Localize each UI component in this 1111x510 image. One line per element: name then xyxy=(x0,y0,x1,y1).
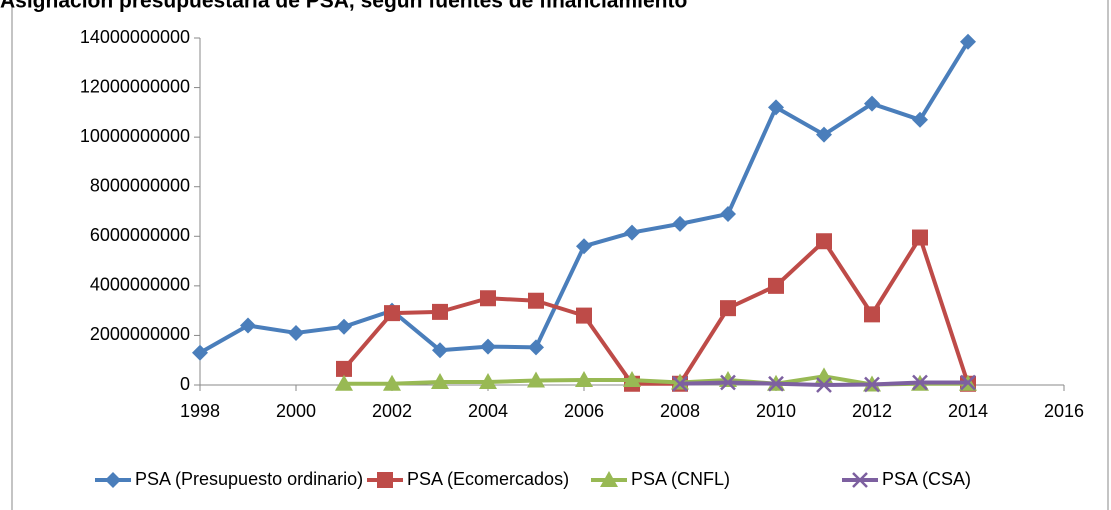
marker xyxy=(720,374,736,391)
marker xyxy=(816,233,832,250)
x-tick-label: 2012 xyxy=(852,401,892,421)
legend-marker xyxy=(600,471,618,487)
y-tick-label: 6000000000 xyxy=(90,225,190,245)
marker xyxy=(384,305,400,322)
chart-title: Asignación presupuestaria de PSA, según … xyxy=(0,0,687,13)
marker xyxy=(912,374,928,391)
marker xyxy=(864,95,880,112)
marker xyxy=(576,238,592,255)
marker xyxy=(816,126,832,143)
legend-marker xyxy=(105,472,121,488)
legend-label: PSA (CSA) xyxy=(882,469,971,489)
x-tick-label: 2006 xyxy=(564,401,604,421)
y-tick-label: 8000000000 xyxy=(90,175,190,195)
marker xyxy=(912,111,928,128)
marker xyxy=(336,360,352,377)
marker xyxy=(432,342,448,359)
x-tick-label: 2010 xyxy=(756,401,796,421)
marker xyxy=(960,374,976,391)
marker xyxy=(912,229,928,246)
marker xyxy=(479,373,497,390)
marker xyxy=(623,371,641,388)
marker xyxy=(528,292,544,309)
marker xyxy=(624,224,640,241)
legend-marker xyxy=(377,472,393,488)
y-tick-label: 14000000000 xyxy=(80,27,190,47)
marker xyxy=(960,33,976,50)
y-tick-label: 12000000000 xyxy=(80,76,190,96)
x-tick-label: 2014 xyxy=(948,401,988,421)
marker xyxy=(575,371,593,388)
marker xyxy=(527,371,545,388)
marker xyxy=(672,215,688,232)
marker xyxy=(383,374,401,391)
y-tick-label: 10000000000 xyxy=(80,126,190,146)
marker xyxy=(240,317,256,334)
legend-label: PSA (Ecomercados) xyxy=(407,469,569,489)
x-tick-label: 2000 xyxy=(276,401,316,421)
y-tick-label: 0 xyxy=(180,374,190,394)
marker xyxy=(432,303,448,320)
marker xyxy=(480,338,496,355)
marker xyxy=(768,99,784,116)
x-tick-label: 2002 xyxy=(372,401,412,421)
marker xyxy=(864,306,880,323)
marker xyxy=(720,205,736,222)
legend-label: PSA (CNFL) xyxy=(631,469,730,489)
marker xyxy=(528,339,544,356)
x-tick-label: 2004 xyxy=(468,401,508,421)
x-tick-label: 2016 xyxy=(1044,401,1084,421)
marker xyxy=(192,344,208,361)
legend-marker xyxy=(852,472,868,488)
marker xyxy=(720,300,736,317)
marker xyxy=(672,375,688,392)
marker xyxy=(768,277,784,294)
marker xyxy=(768,375,784,392)
y-tick-label: 4000000000 xyxy=(90,275,190,295)
legend-label: PSA (Presupuesto ordinario) xyxy=(135,469,363,489)
marker xyxy=(431,373,449,390)
x-tick-label: 1998 xyxy=(180,401,220,421)
marker xyxy=(576,307,592,324)
marker xyxy=(816,377,832,393)
marker xyxy=(864,376,880,393)
marker xyxy=(335,374,353,391)
y-tick-label: 2000000000 xyxy=(90,324,190,344)
marker xyxy=(288,324,304,341)
marker xyxy=(480,290,496,307)
marker xyxy=(336,318,352,335)
x-tick-label: 2008 xyxy=(660,401,700,421)
